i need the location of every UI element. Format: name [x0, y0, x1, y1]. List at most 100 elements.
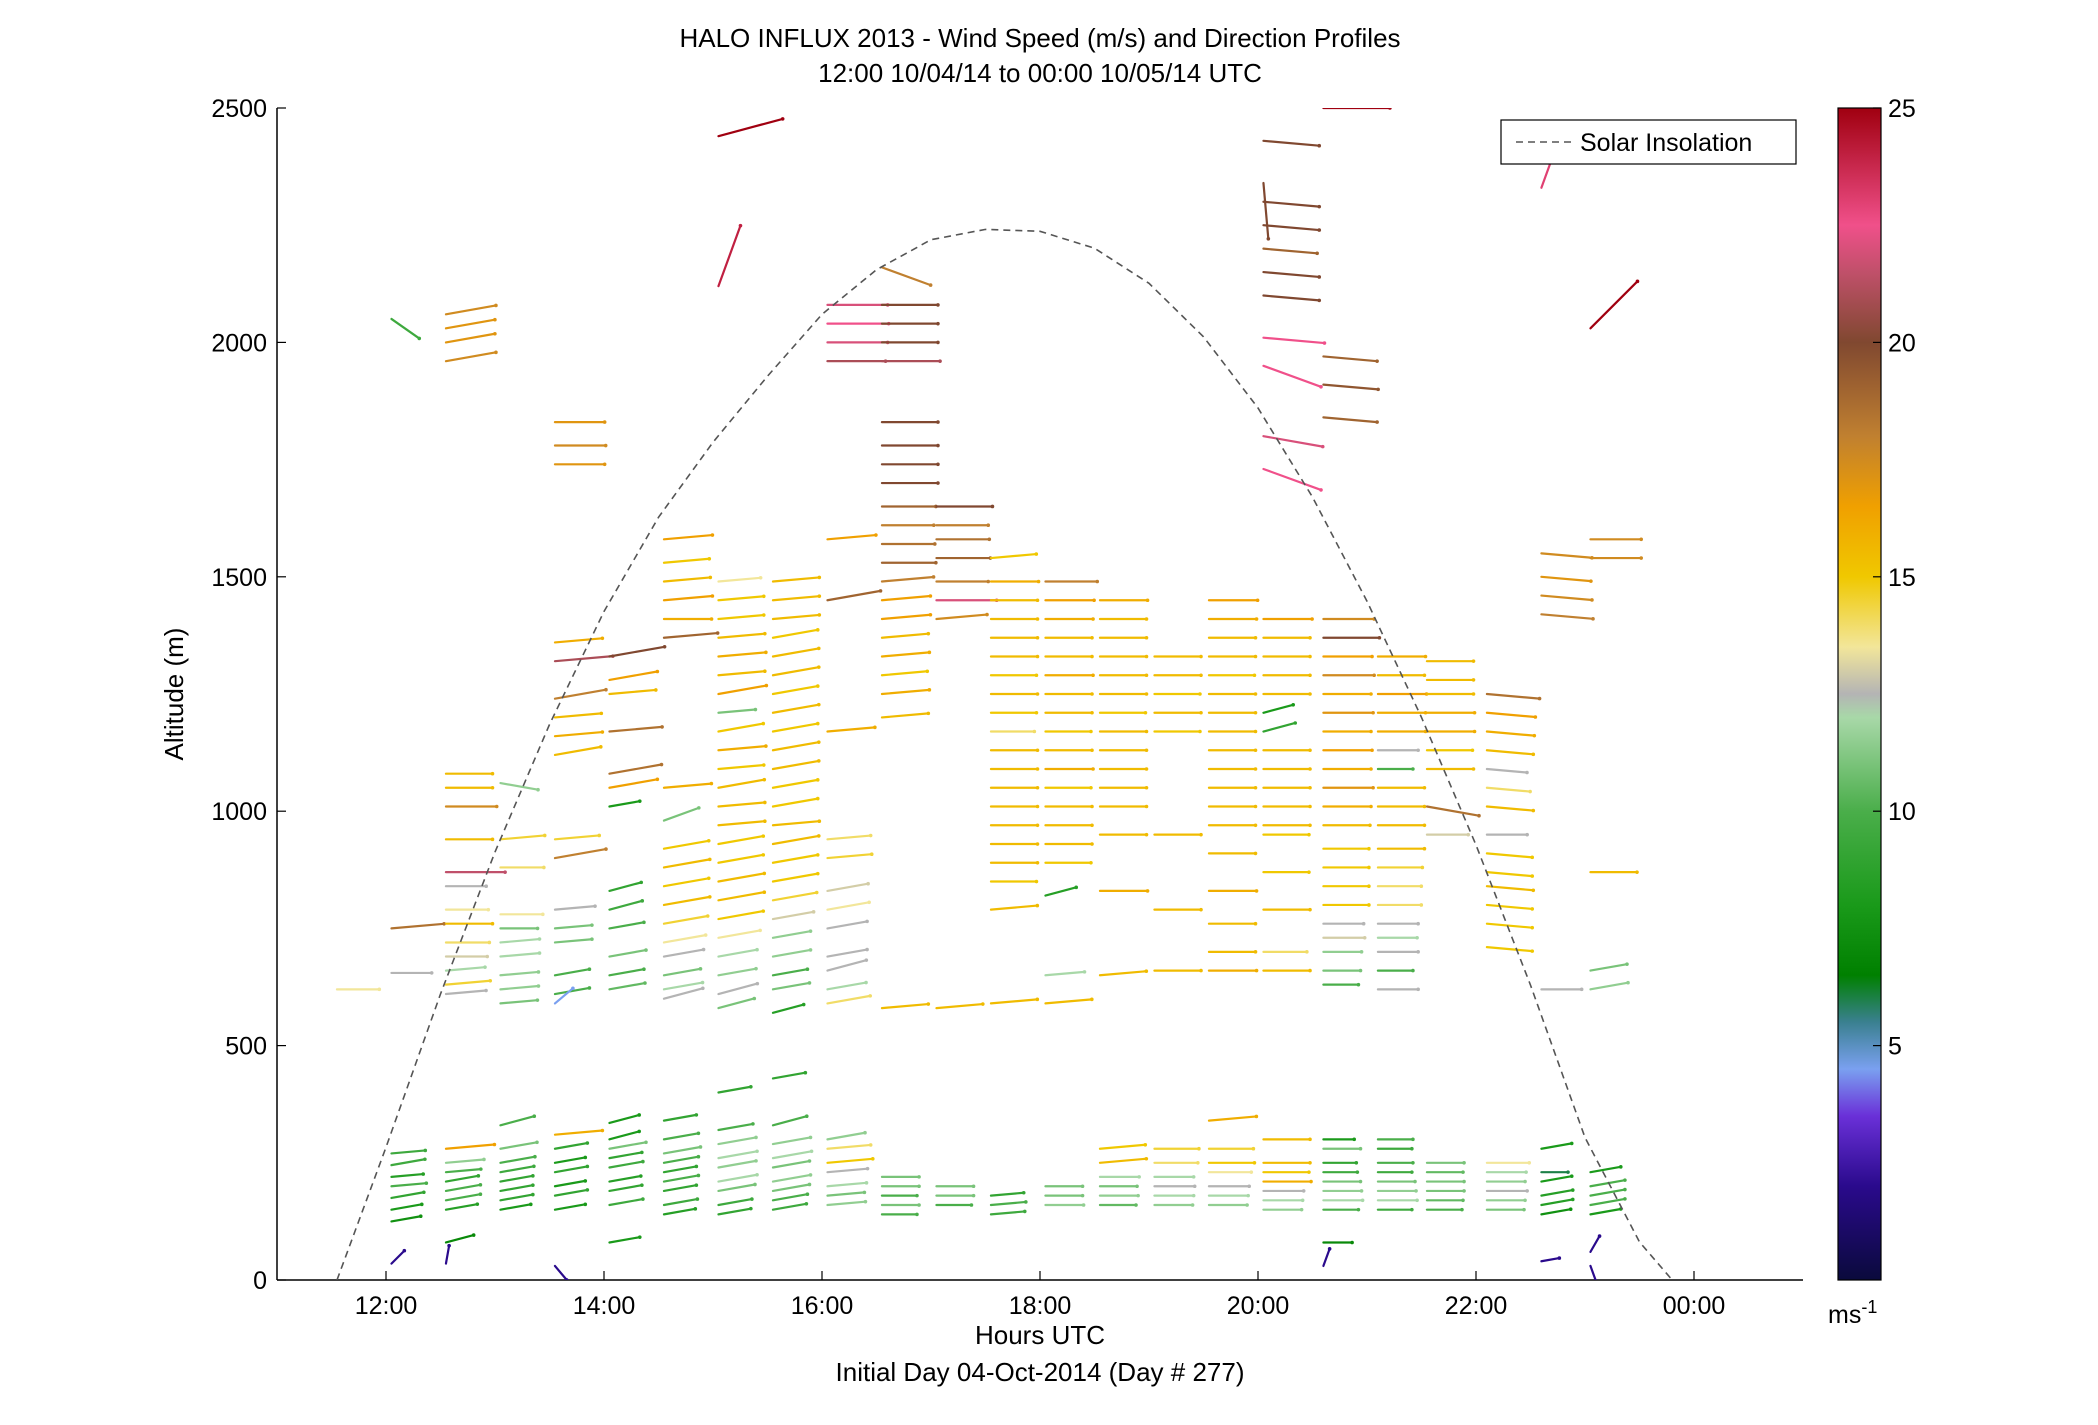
wind-barb: [826, 1191, 866, 1197]
wind-barb-tip: [1024, 1200, 1028, 1204]
wind-barb-tip: [761, 763, 766, 767]
wind-barb: [717, 778, 766, 789]
wind-barb-tip: [1523, 1179, 1527, 1184]
wind-barb-tip: [1623, 1178, 1627, 1182]
wind-barb-tip: [1422, 673, 1427, 678]
wind-barb-tip: [864, 1181, 869, 1185]
wind-barb-tip: [1460, 1207, 1464, 1212]
wind-barb-tip: [1090, 654, 1094, 659]
legend-box: [1500, 119, 1797, 165]
wind-barb-tip: [490, 785, 495, 790]
wind-barb: [1044, 970, 1086, 977]
wind-barb: [771, 1159, 811, 1169]
wind-barb-tip: [488, 978, 493, 983]
wind-barb-tip: [1191, 1193, 1196, 1198]
wind-barb-tip: [936, 303, 940, 307]
wind-barb-tip: [1307, 1170, 1311, 1174]
wind-barb: [390, 1182, 428, 1188]
wind-barb-tip: [1089, 785, 1093, 790]
wind-barb: [717, 1207, 752, 1216]
wind-barb-tip: [1422, 785, 1427, 790]
wind-barb: [1540, 1188, 1574, 1197]
wind-barb-tip: [536, 984, 541, 988]
wind-barb: [608, 881, 643, 892]
wind-barb-tip: [1319, 488, 1323, 492]
wind-barb-tip: [749, 1206, 753, 1211]
wind-barb-tip: [1308, 654, 1312, 659]
wind-barb-tip: [707, 857, 712, 862]
y-tick-label: 1500: [211, 564, 267, 592]
wind-barb: [717, 929, 762, 939]
wind-barb-tip: [762, 890, 767, 894]
wind-barb-tip: [583, 1202, 588, 1207]
wind-barb-tip: [1411, 767, 1415, 771]
wind-barb-tip: [753, 707, 758, 712]
wind-barb-tip: [533, 1154, 537, 1159]
wind-barb: [608, 688, 657, 696]
wind-barb: [662, 934, 707, 944]
wind-barb-tip: [637, 1129, 642, 1134]
wind-barb: [717, 1159, 758, 1169]
wind-barb-tip: [1090, 748, 1094, 753]
wind-barb-tip: [643, 981, 647, 985]
wind-barb-tip: [816, 834, 821, 838]
wind-barb-tip: [1375, 420, 1379, 424]
wind-barb-tip: [492, 1142, 497, 1147]
wind-barb-tip: [1308, 767, 1312, 771]
wind-barb-tip: [532, 1164, 536, 1169]
wind-barb-tip: [1361, 921, 1366, 926]
wind-barb-tip: [1376, 387, 1380, 392]
wind-barb: [771, 797, 819, 808]
wind-barb-tip: [1143, 1142, 1148, 1147]
wind-barb-tip: [863, 1199, 868, 1204]
wind-barb-tip: [1367, 884, 1371, 889]
wind-barb-tip: [1411, 968, 1415, 973]
colorbar: 5 10 15 20 25 ms-1: [1828, 95, 1916, 1329]
wind-barb: [1540, 552, 1594, 559]
wind-barb: [826, 1181, 868, 1188]
wind-barb: [499, 1203, 532, 1211]
wind-barb: [608, 670, 659, 682]
wind-barb: [662, 1207, 697, 1216]
wind-barb-tip: [817, 594, 822, 598]
wind-barb-tip: [808, 948, 813, 952]
wind-barb: [1485, 885, 1535, 892]
wind-barb-tip: [1144, 654, 1149, 659]
wind-barb-tip: [1358, 1179, 1363, 1184]
wind-barb: [1485, 922, 1534, 929]
wind-barb: [553, 1156, 587, 1164]
wind-barb-tip: [1143, 710, 1148, 715]
wind-barb-tip: [1532, 733, 1537, 738]
wind-barb: [826, 726, 876, 733]
wind-barb-tip: [1317, 228, 1322, 232]
y-ticks: 0 500 1000 1500 2000 2500: [211, 95, 286, 1295]
wind-barb-tip: [707, 895, 712, 899]
wind-barb-tip: [807, 1182, 812, 1187]
wind-barb-tip: [593, 904, 597, 908]
wind-barb-tip: [585, 1188, 590, 1192]
wind-barb-tip: [874, 533, 878, 537]
wind-barb-tip: [587, 967, 592, 972]
wind-barb-tip: [762, 777, 767, 782]
wind-barb: [662, 576, 712, 583]
wind-barb-tip: [694, 1113, 699, 1117]
wind-barb: [1589, 1197, 1627, 1207]
wind-barb-tip: [1422, 846, 1427, 851]
wind-barb-tip: [423, 1148, 428, 1153]
wind-barb-tip: [915, 1212, 919, 1217]
wind-barb-tip: [1035, 823, 1040, 828]
wind-barb-tip: [873, 725, 877, 730]
wind-barb-tip: [1525, 1189, 1529, 1193]
wind-barb: [989, 904, 1039, 911]
wind-barb-tip: [600, 636, 605, 641]
wind-barb: [1098, 1143, 1147, 1150]
wind-barb-tip: [1359, 1189, 1364, 1193]
wind-barb: [553, 1264, 568, 1280]
wind-barb-tip: [1307, 832, 1311, 837]
wind-barb-tip: [597, 833, 602, 838]
wind-barb-tip: [868, 833, 873, 838]
wind-barb-tip: [494, 804, 499, 809]
wind-barb-tip: [985, 612, 989, 617]
wind-barb: [608, 1113, 641, 1125]
